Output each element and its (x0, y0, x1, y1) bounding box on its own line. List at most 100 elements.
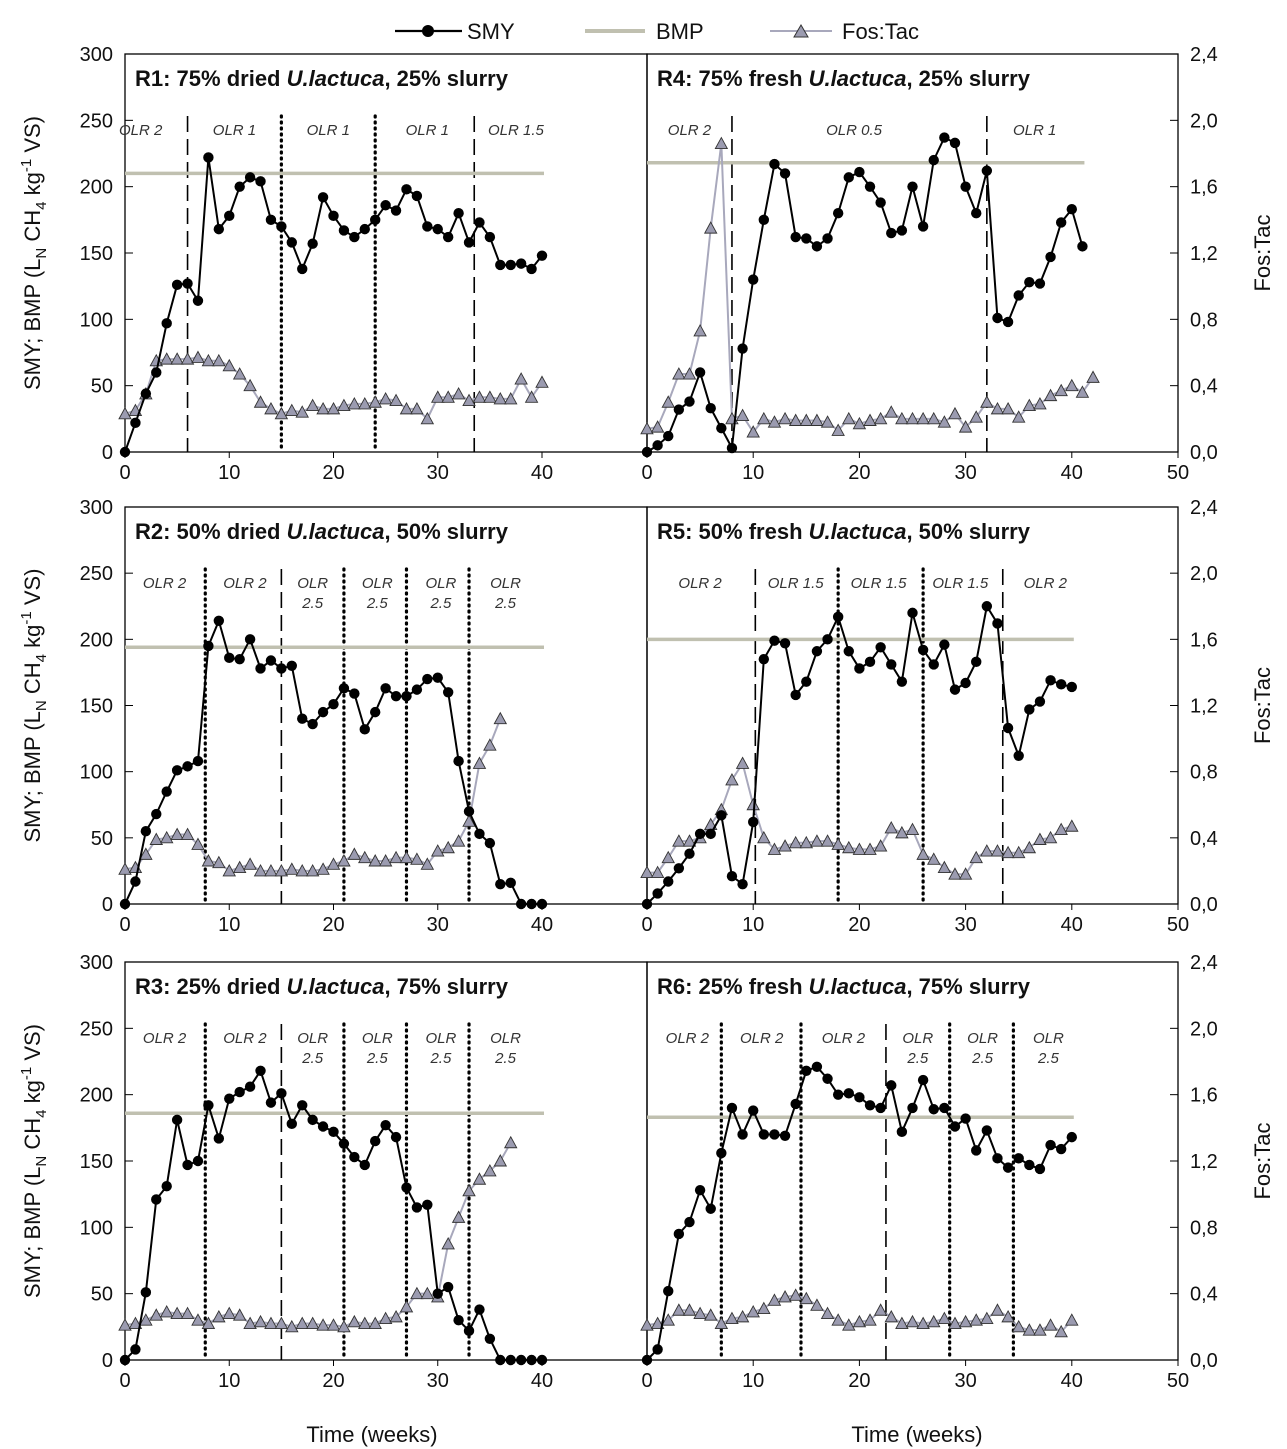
fos-point (757, 830, 771, 844)
y-tick-label: 250 (80, 1018, 113, 1040)
smy-point (161, 1181, 172, 1192)
fos-point (159, 1304, 174, 1318)
smy-point (453, 1315, 464, 1326)
smy-point (328, 698, 339, 710)
smy-point (886, 659, 897, 670)
smy-point (1013, 750, 1024, 761)
fos-point (212, 353, 226, 367)
panel-frame (646, 961, 1179, 1361)
fos-point (295, 405, 309, 418)
fos-point (640, 421, 654, 435)
fos-point (295, 1316, 309, 1329)
fos-point (472, 756, 487, 769)
smy-point (390, 1131, 402, 1143)
smy-point (705, 403, 716, 414)
x-tick-label: 30 (954, 462, 976, 484)
y-tick-label: 300 (80, 497, 113, 519)
fos-point (767, 415, 782, 428)
olr-label: 2.5 (971, 1050, 994, 1067)
y-axis-label-part: CH (20, 1118, 45, 1156)
fos-point (1086, 370, 1100, 383)
olr-label: OLR 1.5 (768, 575, 825, 592)
fos-point (831, 423, 845, 436)
fos-point (1043, 830, 1058, 844)
smy-point (297, 263, 308, 275)
fos-point (1011, 410, 1026, 423)
smy-point (244, 172, 256, 183)
fos-point (873, 1303, 888, 1316)
y-axis-label-part: kg (20, 1080, 45, 1109)
fos-point (274, 1316, 289, 1329)
y2-tick-label: 0,4 (1190, 376, 1218, 398)
fos-point (842, 1318, 856, 1331)
fos-point (378, 854, 393, 867)
smy-point (130, 876, 141, 887)
fos-point (703, 1308, 718, 1321)
smy-point (182, 278, 193, 289)
fos-point (990, 401, 1005, 415)
smy-point (140, 388, 152, 399)
fos-point (1043, 388, 1058, 402)
y-tick-label: 150 (80, 243, 113, 265)
fos-point (905, 822, 920, 836)
smy-point (328, 1126, 339, 1138)
smy-point (442, 1281, 454, 1293)
smy-point (161, 318, 172, 329)
smy-point (652, 440, 663, 451)
smy-point (981, 1125, 993, 1136)
y2-tick-label: 0,8 (1190, 309, 1218, 331)
fos-point (285, 1319, 299, 1333)
fos-point (990, 844, 1005, 857)
x-tick-label: 30 (954, 914, 976, 936)
fos-point (191, 1313, 205, 1326)
fos-point (810, 834, 824, 847)
y-tick-label: 50 (91, 828, 113, 850)
smy-point (716, 810, 727, 821)
smy-point (495, 878, 506, 890)
smy-point (390, 205, 402, 216)
smy-point (801, 1065, 812, 1076)
y2-tick-label: 1,6 (1190, 629, 1218, 651)
smy-point (171, 279, 183, 291)
y-tick-label: 100 (80, 309, 113, 331)
smy-point (1066, 204, 1078, 215)
smy-point (641, 446, 653, 458)
smy-point (119, 1354, 131, 1366)
fos-point (661, 1313, 675, 1326)
fos-point (1033, 832, 1047, 845)
fos-point (201, 353, 216, 367)
smy-point (192, 1155, 204, 1167)
smy-point (442, 231, 454, 243)
smy-point (297, 1100, 308, 1111)
x-tick-label: 20 (848, 462, 870, 484)
x-tick-label: 0 (641, 914, 652, 936)
fos-point (672, 834, 686, 847)
fos-point (410, 1286, 424, 1300)
x-tick-label: 0 (119, 462, 130, 484)
fos-point (295, 863, 309, 877)
x-tick-label: 30 (427, 1370, 449, 1392)
fos-point (863, 842, 877, 855)
x-tick-label: 40 (531, 914, 553, 936)
y-tick-label: 200 (80, 629, 113, 651)
fos-point (969, 1313, 983, 1326)
smy-point (276, 1088, 287, 1099)
fos-point (788, 1288, 803, 1301)
olr-label: OLR 2 (223, 575, 267, 592)
fos-point (430, 844, 445, 857)
smy-point (380, 1119, 391, 1131)
panel-title-species: U.lactuca (809, 66, 907, 91)
smy-point (244, 1081, 256, 1092)
fos-point (980, 1311, 994, 1324)
smy-point (907, 1102, 918, 1114)
smy-point (726, 442, 738, 454)
smy-point (673, 1228, 685, 1240)
fos-point (926, 411, 941, 425)
y-axis-label-part: VS) (20, 1024, 45, 1067)
fos-point (483, 1164, 497, 1177)
smy-point (854, 663, 865, 674)
fos-point (264, 401, 278, 415)
smy-point (801, 233, 812, 244)
fos-point (661, 850, 675, 864)
smy-point (1024, 704, 1035, 715)
